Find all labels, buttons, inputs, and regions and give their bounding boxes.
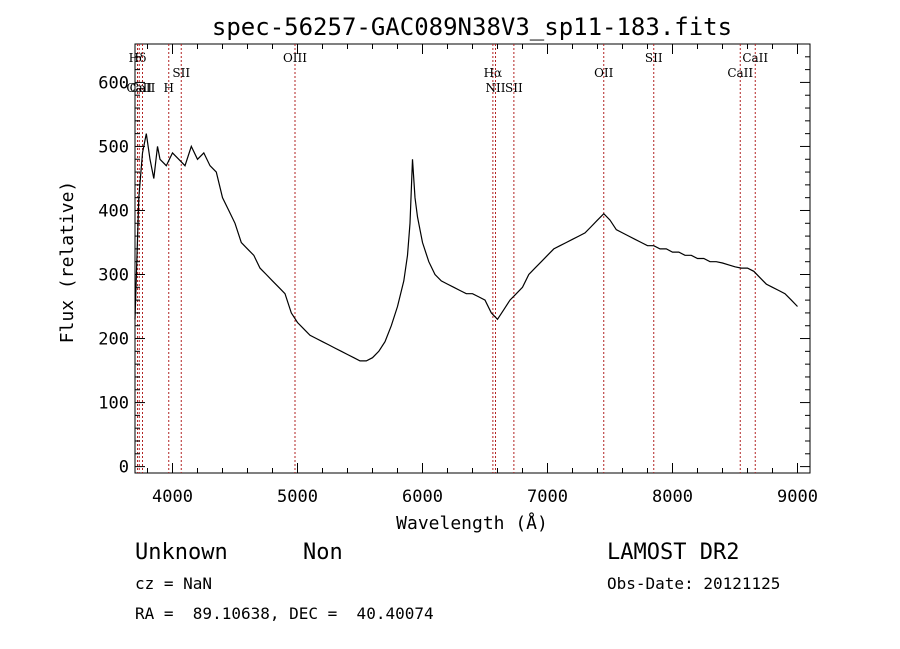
redshift-text: cz = NaN xyxy=(135,574,212,593)
object-subclass: Non xyxy=(303,540,343,565)
y-tick-label: 500 xyxy=(98,137,129,157)
plot-frame xyxy=(134,43,811,474)
obs-date: Obs-Date: 20121125 xyxy=(607,574,780,593)
line-marker-label: OIII xyxy=(283,51,307,65)
line-marker-label: SII xyxy=(505,81,523,95)
y-tick-label: 600 xyxy=(98,73,129,93)
spectrum-line xyxy=(134,133,798,362)
y-axis-ticks: 0 100 200 300 400 500 600 xyxy=(98,56,810,478)
y-tick-label: 100 xyxy=(98,394,129,414)
x-axis-ticks: 4000 5000 6000 7000 8000 9000 xyxy=(147,44,818,507)
object-class: Unknown xyxy=(135,540,228,565)
y-tick-label: 0 xyxy=(119,458,129,478)
line-marker-label: CaII xyxy=(742,51,768,65)
x-tick-label: 6000 xyxy=(402,487,443,507)
line-marker-label: Hα xyxy=(484,66,503,80)
survey-name: LAMOST DR2 xyxy=(607,540,739,565)
line-marker-label: NII xyxy=(486,81,506,95)
x-tick-label: 7000 xyxy=(527,487,568,507)
line-marker-label: SII xyxy=(645,51,663,65)
x-tick-label: 9000 xyxy=(777,487,818,507)
line-marker-label: CaII xyxy=(126,81,152,95)
x-axis-label: Wavelength (Å) xyxy=(396,512,548,534)
y-axis-label: Flux (relative) xyxy=(57,181,78,344)
line-marker-label: H xyxy=(164,81,174,95)
x-tick-label: 8000 xyxy=(652,487,693,507)
x-tick-label: 5000 xyxy=(277,487,318,507)
chart-title: spec-56257-GAC089N38V3_sp11-183.fits xyxy=(212,13,732,41)
x-tick-label: 4000 xyxy=(152,487,193,507)
line-marker-label: OII xyxy=(594,66,614,80)
y-tick-label: 200 xyxy=(98,330,129,350)
y-tick-label: 300 xyxy=(98,266,129,286)
line-marker-label: Hδ xyxy=(129,51,147,65)
line-marker-label: CaII xyxy=(130,81,156,95)
line-marker-label: SII xyxy=(172,66,190,80)
y-tick-label: 400 xyxy=(98,201,129,221)
line-marker-label: CaII xyxy=(727,66,753,80)
coordinates: RA = 89.10638, DEC = 40.40074 xyxy=(135,604,434,623)
